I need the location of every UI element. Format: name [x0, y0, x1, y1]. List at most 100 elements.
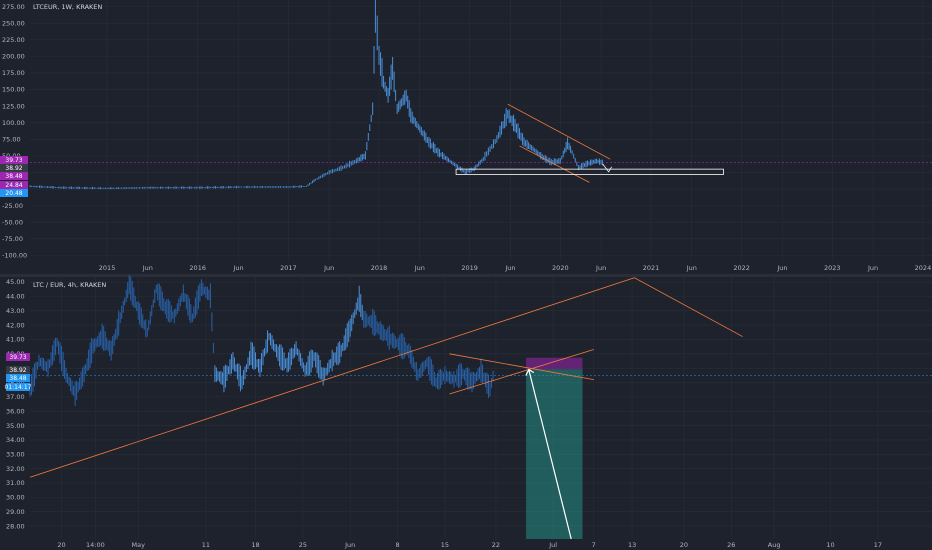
panel-separator[interactable] — [0, 274, 932, 277]
top-x-tick-label: Jun — [414, 264, 425, 272]
top-x-tick-label: Jun — [686, 264, 697, 272]
bottom-y-tick-label: 34.00 — [6, 436, 25, 444]
bottom-y-tick-label: 28.00 — [6, 522, 25, 530]
top-x-tick-label: Jun — [776, 264, 787, 272]
bottom-y-tick-label: 43.00 — [6, 307, 25, 315]
top-x-tick-label: Jun — [232, 264, 243, 272]
top-time-axis-labels[interactable]: 2015 Jun 2016 Jun 2017 Jun 2018 Jun 2019 Jun 2020 J… — [99, 264, 931, 272]
top-x-tick-label: 2016 — [189, 264, 206, 272]
top-price-axis[interactable]: 275.00 250.00 225.00 200.00 175.00 150.00 125.… — [0, 3, 28, 260]
top-lower-trendline[interactable] — [519, 145, 590, 183]
bottom-x-tick-label: 17 — [874, 541, 882, 549]
top-upper-trendline[interactable] — [507, 103, 611, 160]
bottom-price-series — [29, 275, 494, 406]
top-y-tick-label: -25.00 — [2, 202, 23, 210]
bottom-x-tick-label: 25 — [299, 541, 307, 549]
top-price-badge-label: 38.92 — [5, 165, 22, 172]
bottom-y-tick-label: 44.00 — [6, 293, 25, 301]
top-y-tick-label: 175.00 — [2, 69, 25, 77]
bottom-y-tick-label: 45.00 — [6, 278, 25, 286]
bottom-projection-arrow[interactable] — [528, 369, 572, 540]
bottom-drawings[interactable] — [29, 277, 743, 540]
top-x-tick-label: 2017 — [280, 264, 297, 272]
top-y-tick-label: 250.00 — [2, 19, 25, 27]
top-y-tick-label: -50.00 — [2, 218, 23, 226]
top-x-tick-label: 2021 — [643, 264, 660, 272]
bottom-price-badge — [6, 374, 30, 382]
top-y-tick-label: 125.00 — [2, 102, 25, 110]
top-y-tick-label: -100.00 — [2, 252, 27, 260]
bottom-price-badge — [6, 383, 30, 391]
top-x-tick-label: 2024 — [915, 264, 932, 272]
top-drawings[interactable] — [455, 103, 724, 183]
top-x-tick-label: Jun — [504, 264, 515, 272]
top-x-tick-label: Jun — [142, 264, 153, 272]
bottom-wedge-upper[interactable] — [449, 353, 594, 381]
top-arrow-icon[interactable] — [602, 163, 612, 173]
bottom-x-tick-label: 13 — [628, 541, 636, 549]
bottom-y-tick-label: 29.00 — [6, 508, 25, 516]
bottom-price-badge — [6, 353, 30, 361]
bottom-price-badge-label: 38.92 — [9, 367, 26, 374]
top-x-tick-label: 2022 — [733, 264, 750, 272]
top-price-badge-label: 38.48 — [5, 173, 22, 180]
bottom-price-badge-label: 38.48 — [9, 375, 26, 382]
top-x-tick-label: Jun — [595, 264, 606, 272]
bottom-price-badge — [6, 366, 30, 374]
top-price-badge — [0, 172, 28, 180]
bottom-x-tick-label: Aug — [768, 541, 781, 549]
top-symbol-header: LTCEUR, 1W, KRAKEN — [33, 3, 102, 11]
bottom-y-tick-label: 35.00 — [6, 422, 25, 430]
bottom-y-tick-label: 42.00 — [6, 321, 25, 329]
bottom-long-falling-line[interactable] — [634, 277, 743, 337]
top-x-tick-label: 2023 — [824, 264, 841, 272]
bottom-x-tick-label: 11 — [202, 541, 210, 549]
bottom-stop-zone[interactable] — [526, 357, 583, 370]
top-y-tick-label: 75.00 — [2, 135, 21, 143]
top-price-badge — [0, 181, 28, 189]
top-y-tick-label: 225.00 — [2, 36, 25, 44]
top-x-tick-label: Jun — [323, 264, 334, 272]
bottom-y-tick-label: 30.00 — [6, 494, 25, 502]
bottom-time-axis — [0, 539, 932, 550]
bottom-arrowhead-icon — [525, 368, 535, 376]
bottom-symbol-header: LTC / EUR, 4h, KRAKEN — [33, 281, 106, 289]
bottom-price-badge-label: 01:14:17 — [5, 384, 32, 391]
bottom-y-tick-label: 36.00 — [6, 407, 25, 415]
bottom-long-rising-trendline[interactable] — [29, 277, 635, 478]
bottom-x-tick-label: 20 — [57, 541, 65, 549]
bottom-y-tick-label: 31.00 — [6, 479, 25, 487]
top-price-series — [29, 0, 603, 190]
bottom-panel-background — [0, 277, 932, 539]
bottom-price-badge-label: 39.73 — [9, 354, 26, 361]
bottom-price-axis[interactable]: 45.0044.0043.0042.0041.0040.0039.0038.00… — [5, 278, 32, 530]
top-price-badge — [0, 189, 28, 197]
bottom-x-tick-label: 20 — [680, 541, 688, 549]
bottom-x-tick-label: 7 — [592, 541, 596, 549]
bottom-wedge-lower[interactable] — [449, 349, 594, 395]
top-support-box[interactable] — [455, 168, 724, 175]
bottom-x-tick-label: 8 — [395, 541, 399, 549]
bottom-grid — [30, 277, 932, 539]
top-y-tick-label: 150.00 — [2, 86, 25, 94]
bottom-y-tick-label: 37.00 — [6, 393, 25, 401]
bottom-y-tick-label: 41.00 — [6, 336, 25, 344]
bottom-x-tick-label: Jun — [344, 541, 355, 549]
bottom-x-tick-label: May — [132, 541, 146, 549]
bottom-y-tick-label: 33.00 — [6, 450, 25, 458]
bottom-x-tick-label: 18 — [251, 541, 259, 549]
bottom-x-tick-label: 15 — [441, 541, 449, 549]
top-y-tick-label: 200.00 — [2, 53, 25, 61]
bottom-time-axis-labels[interactable]: 20 14:00 May 11 18 25 Jun 8 15 22 Jul 7 13 20 26 Aug 10 1… — [57, 541, 882, 549]
top-price-badge — [0, 156, 28, 164]
bottom-y-tick-label: 38.00 — [6, 379, 25, 387]
top-x-tick-label: 2015 — [99, 264, 116, 272]
top-price-badge-label: 24.84 — [5, 182, 22, 189]
bottom-x-tick-label: 14:00 — [86, 541, 105, 549]
top-x-tick-label: 2018 — [371, 264, 388, 272]
top-x-tick-label: Jun — [867, 264, 878, 272]
top-price-badge-label: 39.73 — [5, 157, 22, 164]
top-panel-background — [0, 0, 932, 262]
